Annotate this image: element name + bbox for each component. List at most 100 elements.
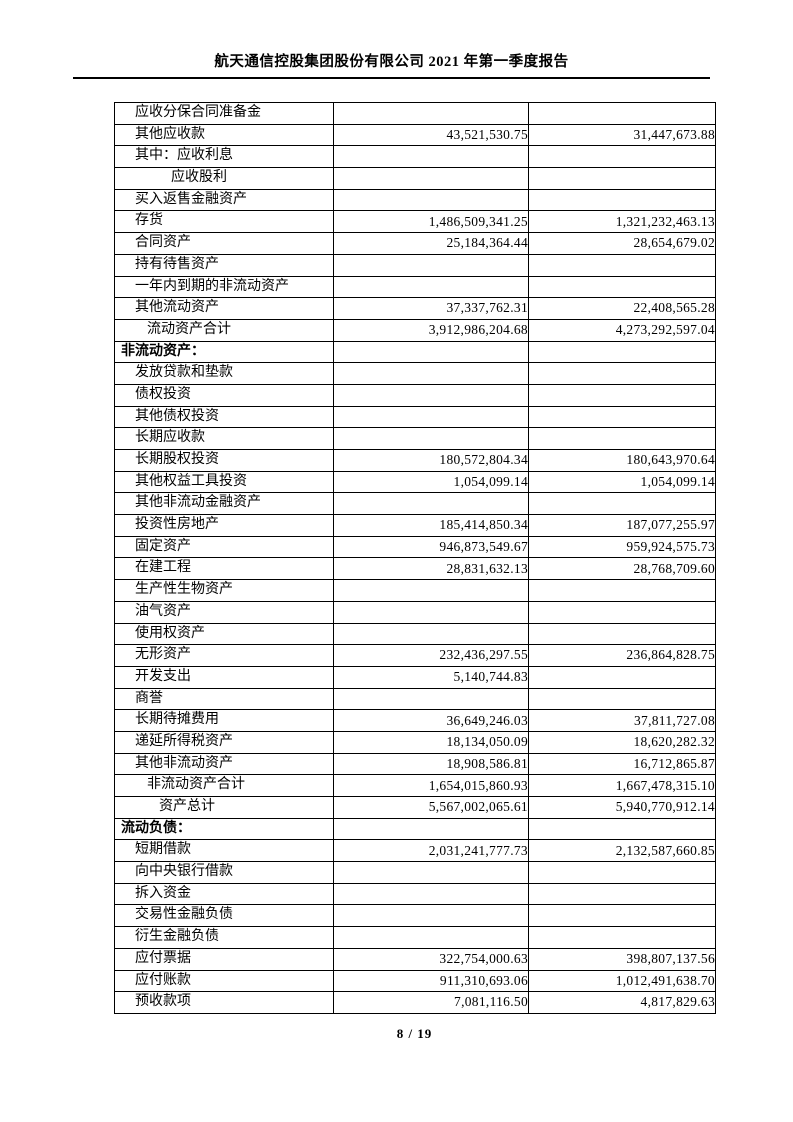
row-value-prior-period: 16,712,865.87 [528, 752, 716, 776]
row-label: 长期股权投资 [114, 449, 334, 472]
row-label: 其他应收款 [114, 123, 334, 147]
table-row: 生产性生物资产 [114, 579, 716, 602]
row-label: 应收股利 [114, 167, 334, 190]
row-label: 油气资产 [114, 600, 334, 624]
row-value-prior-period [528, 340, 716, 364]
table-row: 其他非流动资产 18,908,586.81 16,712,865.87 [114, 752, 716, 776]
row-label: 预收款项 [114, 991, 334, 1014]
row-label: 存货 [114, 210, 334, 234]
row-label: 衍生金融负债 [114, 926, 334, 949]
row-value-prior-period [528, 861, 716, 884]
row-value-prior-period: 4,817,829.63 [528, 991, 716, 1014]
row-label: 使用权资产 [114, 622, 334, 646]
row-label: 合同资产 [114, 232, 334, 255]
row-value-current-period [333, 904, 529, 928]
table-row: 投资性房地产 185,414,850.34 187,077,255.97 [114, 514, 716, 537]
row-label: 资产总计 [114, 796, 334, 819]
row-label: 向中央银行借款 [114, 861, 334, 884]
table-row: 长期应收款 [114, 427, 716, 450]
row-label: 递延所得税资产 [114, 730, 334, 754]
row-value-current-period: 5,140,744.83 [333, 665, 529, 689]
row-label: 非流动资产： [114, 340, 334, 364]
table-row: 买入返售金融资产 [114, 188, 716, 212]
row-value-current-period: 7,081,116.50 [333, 991, 529, 1014]
row-label: 应付账款 [114, 969, 334, 993]
table-row: 长期待摊费用 36,649,246.03 37,811,727.08 [114, 709, 716, 732]
table-row: 油气资产 [114, 600, 716, 624]
row-label: 一年内到期的非流动资产 [114, 275, 334, 299]
table-row: 预收款项 7,081,116.50 4,817,829.63 [114, 991, 716, 1014]
table-row: 应收股利 [114, 167, 716, 190]
row-label: 商誉 [114, 687, 334, 711]
table-row: 发放贷款和垫款 [114, 362, 716, 385]
row-label: 债权投资 [114, 383, 334, 407]
row-label: 应收分保合同准备金 [114, 102, 334, 125]
table-row: 债权投资 [114, 383, 716, 407]
row-value-current-period: 322,754,000.63 [333, 947, 529, 971]
row-value-current-period: 43,521,530.75 [333, 123, 529, 147]
row-value-prior-period [528, 253, 716, 277]
row-value-current-period [333, 102, 529, 125]
table-row: 交易性金融负债 [114, 904, 716, 928]
table-row: 拆入资金 [114, 882, 716, 906]
row-label: 其他债权投资 [114, 405, 334, 429]
row-value-current-period [333, 882, 529, 906]
row-value-current-period: 911,310,693.06 [333, 969, 529, 993]
row-value-current-period [333, 405, 529, 429]
table-row: 向中央银行借款 [114, 861, 716, 884]
row-value-current-period: 3,912,986,204.68 [333, 318, 529, 342]
row-label: 开发支出 [114, 665, 334, 689]
row-label: 持有待售资产 [114, 253, 334, 277]
row-value-prior-period: 18,620,282.32 [528, 730, 716, 754]
row-value-current-period: 28,831,632.13 [333, 557, 529, 581]
row-value-prior-period: 5,940,770,912.14 [528, 796, 716, 819]
row-value-current-period [333, 861, 529, 884]
row-value-current-period [333, 188, 529, 212]
row-value-current-period [333, 926, 529, 949]
row-value-current-period [333, 275, 529, 299]
row-value-current-period: 25,184,364.44 [333, 232, 529, 255]
row-value-prior-period [528, 600, 716, 624]
report-title: 航天通信控股集团股份有限公司 2021 年第一季度报告 [73, 50, 710, 79]
row-label: 其他非流动金融资产 [114, 492, 334, 516]
row-label: 发放贷款和垫款 [114, 362, 334, 385]
row-value-prior-period [528, 492, 716, 516]
row-value-prior-period [528, 579, 716, 602]
table-row: 短期借款 2,031,241,777.73 2,132,587,660.85 [114, 839, 716, 863]
row-value-current-period: 1,654,015,860.93 [333, 774, 529, 797]
row-value-prior-period: 37,811,727.08 [528, 709, 716, 732]
table-row: 其他债权投资 [114, 405, 716, 429]
table-row: 非流动资产合计 1,654,015,860.93 1,667,478,315.10 [114, 774, 716, 797]
row-value-prior-period: 1,012,491,638.70 [528, 969, 716, 993]
row-label: 在建工程 [114, 557, 334, 581]
row-value-current-period: 18,908,586.81 [333, 752, 529, 776]
row-value-current-period [333, 383, 529, 407]
row-label: 长期应收款 [114, 427, 334, 450]
balance-sheet-table-body: 应收分保合同准备金 其他应收款 43,521,530.75 31,447,673.88… [114, 102, 716, 1014]
row-value-prior-period: 2,132,587,660.85 [528, 839, 716, 863]
row-value-prior-period: 1,321,232,463.13 [528, 210, 716, 234]
row-value-current-period: 185,414,850.34 [333, 514, 529, 537]
row-value-prior-period [528, 102, 716, 125]
row-value-prior-period [528, 665, 716, 689]
table-row: 在建工程 28,831,632.13 28,768,709.60 [114, 557, 716, 581]
row-value-current-period: 232,436,297.55 [333, 644, 529, 667]
table-row: 其他权益工具投资 1,054,099.14 1,054,099.14 [114, 470, 716, 494]
row-value-current-period [333, 687, 529, 711]
row-value-prior-period [528, 687, 716, 711]
row-value-prior-period: 959,924,575.73 [528, 535, 716, 559]
row-value-current-period [333, 492, 529, 516]
table-row: 其他应收款 43,521,530.75 31,447,673.88 [114, 123, 716, 147]
row-value-current-period: 946,873,549.67 [333, 535, 529, 559]
row-value-current-period [333, 817, 529, 841]
row-value-prior-period [528, 383, 716, 407]
row-value-prior-period: 31,447,673.88 [528, 123, 716, 147]
row-value-current-period: 37,337,762.31 [333, 297, 529, 320]
row-label: 应付票据 [114, 947, 334, 971]
table-row: 资产总计 5,567,002,065.61 5,940,770,912.14 [114, 796, 716, 819]
row-value-current-period [333, 579, 529, 602]
row-value-prior-period [528, 622, 716, 646]
table-row: 非流动资产： [114, 340, 716, 364]
row-label: 其中：应收利息 [114, 145, 334, 169]
row-label: 拆入资金 [114, 882, 334, 906]
